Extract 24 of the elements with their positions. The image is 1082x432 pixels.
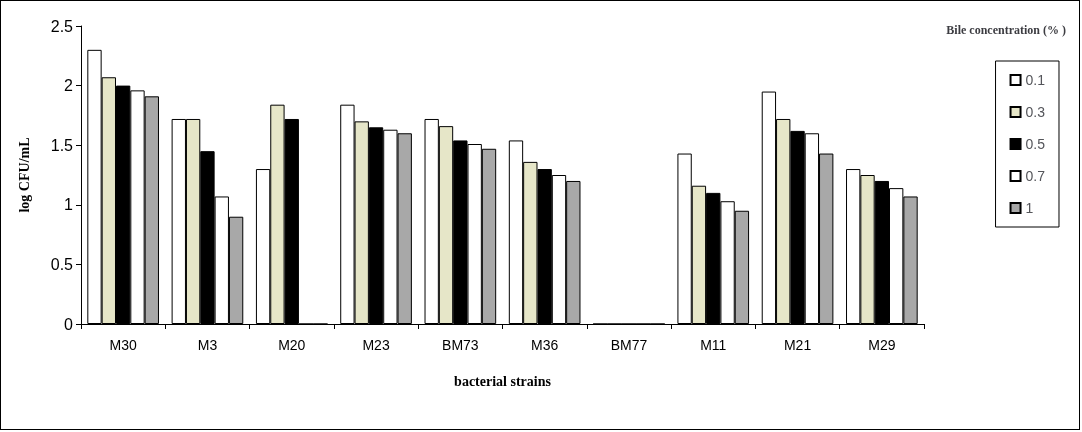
x-tick-label: BM73 [442,337,479,353]
y-tick-label: 1.5 [50,136,74,154]
legend-label: 0.5 [1025,136,1046,152]
x-tick-label: M36 [531,337,559,353]
x-axis-title: bacterial strains [454,373,552,389]
x-tick-label: M3 [197,337,218,353]
y-tick-label: 1 [64,196,74,214]
y-tick-label: 0 [64,315,74,333]
legend-title: Bile concentration (% ) [946,23,1067,37]
y-axis-title: log CFU/mL [16,137,32,213]
y-tick-label: 2 [64,77,74,95]
legend-label: 0.1 [1025,72,1046,88]
legend-label: 0.7 [1025,168,1046,184]
legend-label: 0.3 [1025,104,1046,120]
x-tick-label: M30 [109,337,137,353]
x-tick-label: BM77 [610,337,648,353]
x-tick-label: M29 [868,337,896,353]
x-tick-label: M23 [362,337,390,353]
legend-label: 1 [1025,200,1034,216]
x-tick-label: M21 [783,337,812,353]
y-tick-label: 2.5 [50,17,74,35]
y-tick-label: 0.5 [50,255,74,273]
x-tick-label: M11 [700,337,727,353]
x-tick-label: M20 [278,337,306,353]
